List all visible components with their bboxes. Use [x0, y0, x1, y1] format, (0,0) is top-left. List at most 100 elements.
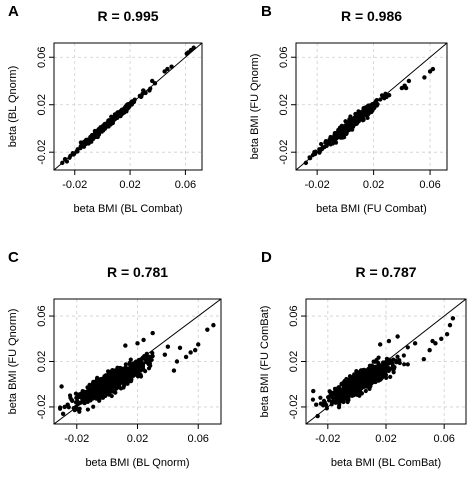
data-point: [329, 394, 334, 399]
data-point: [329, 399, 335, 404]
data-point: [141, 361, 146, 366]
data-point: [196, 342, 201, 347]
data-point: [405, 362, 410, 367]
data-point: [361, 110, 366, 116]
x-tick-label: 0.02: [375, 433, 396, 445]
data-point: [205, 327, 210, 332]
data-point: [88, 134, 93, 140]
data-point: [346, 127, 352, 132]
data-point: [348, 114, 353, 119]
data-point: [354, 368, 359, 374]
data-point: [188, 350, 193, 355]
data-point: [135, 360, 140, 365]
data-point: [183, 354, 189, 360]
data-point: [85, 407, 91, 412]
y-tick-label: 0.02: [36, 351, 48, 372]
data-point: [323, 140, 328, 145]
x-axis-label: beta BMI (FU Combat): [316, 203, 427, 215]
data-point: [118, 376, 124, 381]
data-point: [369, 363, 375, 368]
data-point: [311, 388, 316, 394]
data-point: [165, 344, 171, 349]
data-point: [123, 376, 128, 381]
data-point: [358, 116, 364, 121]
data-point: [403, 85, 409, 91]
data-point: [141, 88, 146, 93]
data-point: [395, 334, 400, 339]
data-point: [390, 365, 395, 370]
data-point: [144, 359, 149, 365]
x-tick-label: -0.02: [64, 433, 89, 445]
panel-title: R = 0.781: [107, 264, 168, 280]
data-point: [84, 141, 89, 146]
data-point: [85, 395, 90, 400]
data-point: [87, 382, 92, 387]
panel-a: A R = 0.995 -0.02 0.02 0.06 -0.02 0.02 0.06 beta…: [7, 3, 203, 215]
data-point: [318, 395, 323, 400]
data-point: [110, 370, 115, 375]
data-point: [119, 380, 125, 385]
y-tick-label: -0.02: [36, 394, 48, 419]
data-point: [71, 152, 76, 157]
data-point: [307, 155, 313, 161]
data-point: [447, 322, 453, 328]
data-point: [74, 149, 79, 154]
y-axis-label: beta BMI (FU Qnorm): [249, 54, 261, 160]
x-tick-label: 0.06: [419, 179, 440, 191]
data-point: [385, 365, 391, 370]
data-point: [320, 146, 325, 152]
data-point: [132, 97, 137, 102]
data-point: [95, 385, 100, 391]
data-point: [343, 381, 348, 387]
x-tick-label: -0.02: [62, 179, 87, 191]
data-point: [137, 363, 142, 369]
x-tick-label: 0.02: [119, 179, 140, 191]
y-tick-label: 0.06: [36, 47, 48, 68]
panel-letter: D: [261, 249, 272, 266]
data-point: [327, 389, 332, 394]
data-point: [102, 375, 107, 380]
data-point: [75, 399, 80, 404]
data-point: [401, 353, 406, 358]
data-point: [123, 370, 128, 375]
data-point: [324, 143, 329, 148]
data-point: [365, 115, 370, 121]
data-point: [390, 361, 395, 366]
data-point: [412, 341, 418, 346]
data-point: [152, 81, 158, 86]
data-point: [312, 149, 317, 155]
data-point: [350, 117, 355, 123]
y-axis-label: beta BMI (FU Qnorm): [7, 309, 19, 415]
data-point: [96, 132, 102, 137]
data-point: [317, 150, 322, 155]
data-point: [110, 374, 115, 379]
data-point: [363, 105, 369, 110]
data-point: [68, 153, 73, 158]
panel-letter: B: [261, 3, 272, 20]
data-point: [342, 132, 347, 137]
panel-title: R = 0.787: [355, 264, 416, 280]
data-point: [388, 374, 393, 379]
data-point: [141, 367, 146, 372]
data-point: [376, 366, 381, 371]
plot-frame: [295, 42, 448, 171]
y-axis-label: beta (BL Qnorm): [7, 66, 19, 148]
plot-area: [54, 43, 202, 170]
data-point: [117, 385, 122, 390]
data-point: [354, 374, 360, 380]
data-point: [111, 382, 117, 387]
y-tick-label: 0.02: [36, 94, 48, 115]
data-point: [313, 402, 319, 407]
data-point: [95, 375, 100, 380]
data-point: [335, 132, 340, 137]
data-point: [405, 345, 410, 350]
data-point: [345, 394, 350, 399]
data-point: [128, 357, 133, 362]
data-point: [150, 354, 155, 359]
data-point: [332, 392, 337, 397]
data-point: [211, 322, 216, 328]
data-point: [110, 386, 115, 392]
data-point: [174, 359, 180, 364]
panel-c: C R = 0.781 -0.02 0.02 0.06 -0.02 0.02 0.06 beta…: [7, 249, 222, 469]
data-point: [430, 66, 436, 72]
